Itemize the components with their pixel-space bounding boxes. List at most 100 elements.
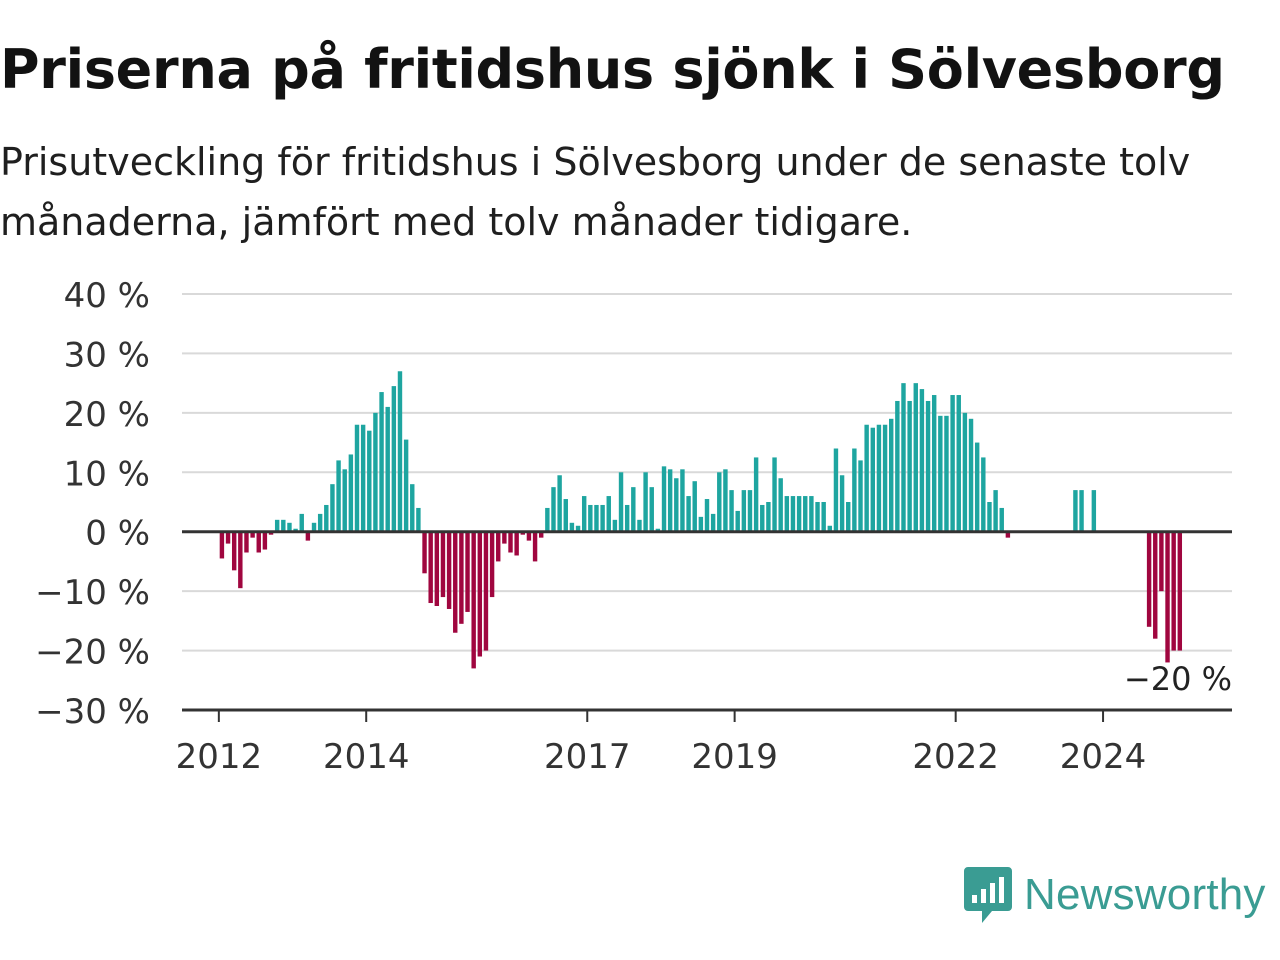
bar bbox=[551, 487, 556, 532]
bar bbox=[428, 531, 433, 604]
bar bbox=[803, 496, 808, 532]
bar bbox=[336, 460, 341, 532]
bar bbox=[692, 481, 697, 532]
x-tick-label: 2017 bbox=[544, 737, 631, 777]
bar bbox=[710, 513, 716, 532]
bar bbox=[385, 406, 390, 532]
bar bbox=[674, 478, 679, 532]
bar bbox=[588, 504, 593, 532]
bar bbox=[317, 513, 323, 532]
bar bbox=[839, 475, 845, 532]
bar bbox=[348, 454, 354, 532]
bar bbox=[889, 418, 894, 532]
bar bbox=[999, 507, 1004, 532]
annotations: −20 % bbox=[1124, 660, 1232, 698]
bar bbox=[704, 499, 710, 532]
bar bbox=[637, 519, 642, 532]
bar bbox=[907, 400, 912, 532]
bar bbox=[778, 478, 783, 532]
chart-title: Priserna på fritidshus sjönk i Sölvesbor… bbox=[0, 38, 1225, 101]
bar bbox=[864, 424, 869, 532]
bar bbox=[974, 442, 980, 532]
bar bbox=[661, 466, 667, 532]
bar bbox=[391, 386, 397, 532]
bar bbox=[581, 496, 587, 532]
bar bbox=[434, 531, 440, 606]
chart-subtitle: Prisutveckling för fritidshus i Sölvesbo… bbox=[0, 140, 1191, 244]
bar bbox=[238, 531, 243, 589]
bar bbox=[557, 475, 562, 532]
brand-name: Newsworthy bbox=[1024, 870, 1266, 919]
x-tick-label: 2012 bbox=[176, 737, 263, 777]
newsworthy-logo-icon bbox=[964, 867, 1012, 923]
bar bbox=[987, 502, 992, 532]
y-axis: 40 % 30 % 20 % 10 % 0 % −10 % −20 % −30 % bbox=[35, 276, 150, 732]
x-tick-label: 2014 bbox=[323, 737, 410, 777]
bar bbox=[1005, 531, 1011, 538]
bar bbox=[379, 392, 384, 532]
axis-lines bbox=[182, 530, 1232, 712]
bar bbox=[606, 496, 611, 532]
y-tick-label: 0 % bbox=[85, 514, 150, 554]
bar bbox=[741, 490, 747, 532]
bar bbox=[477, 531, 483, 657]
brand-logo: Newsworthy bbox=[962, 864, 1266, 926]
bar bbox=[667, 469, 673, 532]
bar bbox=[367, 430, 372, 532]
bar bbox=[250, 531, 255, 538]
x-tick-label: 2024 bbox=[1060, 737, 1147, 777]
bar bbox=[262, 531, 268, 550]
bar bbox=[1091, 490, 1097, 532]
bar bbox=[483, 531, 489, 651]
bar bbox=[403, 439, 409, 532]
bar bbox=[901, 383, 906, 532]
y-tick-label: −10 % bbox=[35, 573, 150, 613]
bar bbox=[305, 531, 311, 541]
bar bbox=[440, 531, 446, 598]
bar bbox=[925, 400, 931, 532]
y-tick-label: 20 % bbox=[64, 395, 150, 435]
bar bbox=[858, 460, 863, 532]
bar bbox=[760, 504, 765, 532]
bar bbox=[993, 490, 998, 532]
grid-lines bbox=[182, 293, 1232, 652]
bar bbox=[747, 490, 753, 532]
bar bbox=[784, 496, 790, 532]
bar bbox=[373, 412, 378, 532]
bar bbox=[397, 371, 403, 532]
bar bbox=[514, 531, 519, 556]
bar bbox=[287, 522, 292, 532]
bar bbox=[827, 525, 833, 532]
annotation-label: −20 % bbox=[1124, 660, 1232, 698]
bar bbox=[600, 504, 605, 532]
bar bbox=[496, 531, 501, 562]
bar bbox=[938, 415, 943, 532]
bar bbox=[324, 504, 329, 532]
bar bbox=[526, 531, 532, 541]
bar bbox=[686, 496, 691, 532]
bar bbox=[950, 395, 955, 532]
bar bbox=[545, 507, 550, 532]
bar bbox=[422, 531, 427, 574]
bar bbox=[766, 502, 771, 532]
bar bbox=[360, 424, 366, 532]
bar bbox=[1177, 531, 1183, 651]
bar bbox=[489, 531, 495, 598]
y-tick-label: −30 % bbox=[35, 692, 150, 732]
bar bbox=[453, 531, 458, 633]
bar bbox=[594, 504, 599, 532]
bar bbox=[723, 469, 728, 532]
y-tick-label: 30 % bbox=[64, 335, 150, 375]
bar bbox=[539, 531, 544, 538]
bar bbox=[624, 504, 630, 532]
bar bbox=[956, 395, 961, 532]
bar bbox=[416, 507, 421, 532]
x-tick-label: 2022 bbox=[912, 737, 999, 777]
bar bbox=[281, 519, 286, 532]
bar bbox=[299, 513, 304, 532]
bar bbox=[809, 496, 814, 532]
y-tick-label: −20 % bbox=[35, 633, 150, 673]
bar bbox=[1153, 531, 1158, 639]
bar bbox=[311, 522, 317, 532]
bar bbox=[1073, 490, 1078, 532]
